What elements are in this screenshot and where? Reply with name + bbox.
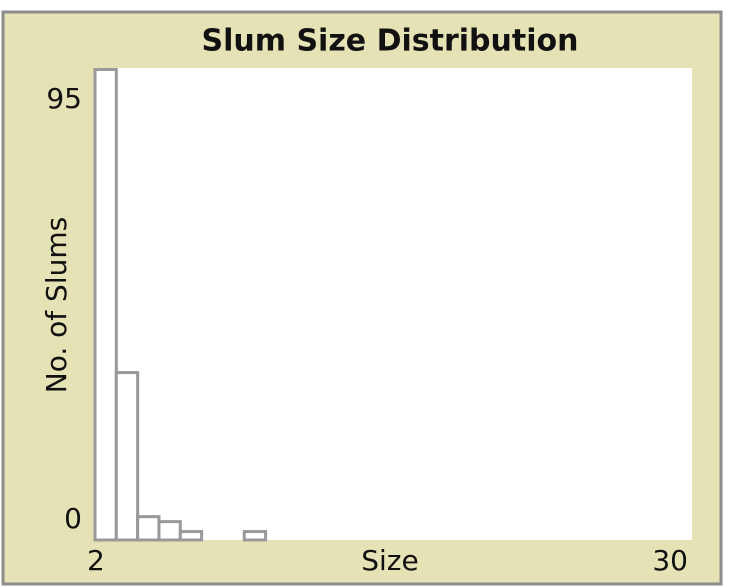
y-tick-label: 95: [46, 82, 82, 115]
x-tick-label: 30: [652, 544, 688, 577]
bar: [114, 371, 140, 542]
plot-area: [95, 68, 692, 540]
y-tick-label: 0: [64, 502, 82, 535]
chart-title: Slum Size Distribution: [202, 24, 579, 59]
bar: [178, 530, 204, 542]
x-tick-label: 2: [87, 544, 105, 577]
bar: [157, 520, 182, 542]
bar: [136, 515, 161, 542]
bar: [93, 68, 118, 542]
x-axis-label: Size: [361, 544, 418, 577]
bar: [242, 530, 268, 542]
y-axis-label: No. of Slums: [40, 217, 73, 393]
